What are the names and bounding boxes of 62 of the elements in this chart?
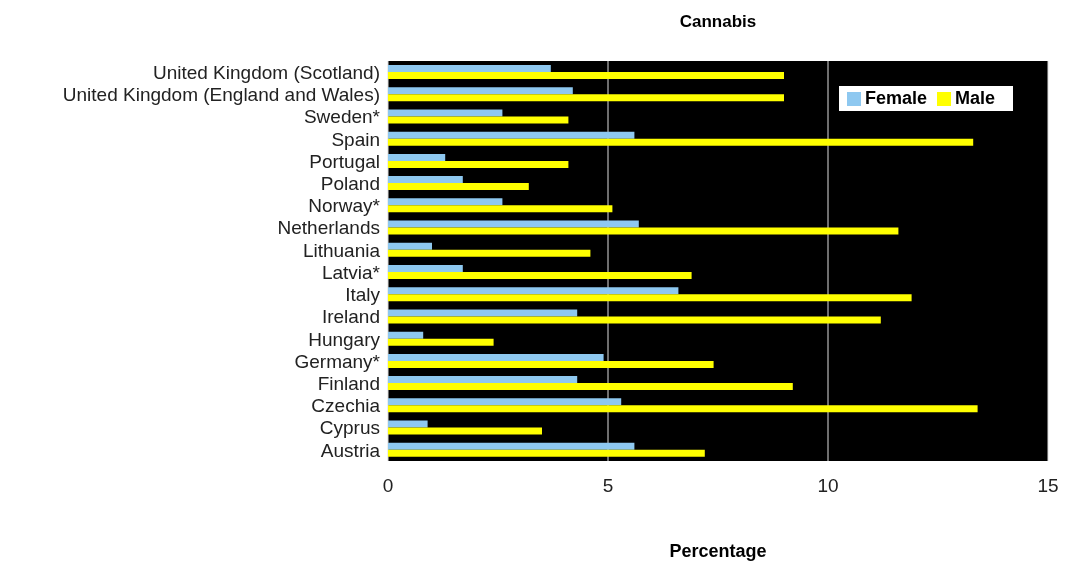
bar	[388, 360, 714, 368]
bar	[388, 405, 978, 413]
bar	[388, 131, 635, 139]
y-tick-label: Portugal	[309, 150, 380, 172]
chart-title: Cannabis	[678, 12, 758, 32]
bar	[388, 94, 784, 102]
bar	[388, 183, 529, 191]
legend-label: Female	[864, 88, 927, 108]
y-tick-label: Cyprus	[319, 417, 380, 439]
y-tick-label: Norway*	[308, 195, 381, 217]
bar	[388, 420, 428, 428]
bar	[388, 449, 705, 457]
y-tick-label: Czechia	[311, 395, 381, 417]
x-axis-title: Percentage	[668, 541, 768, 562]
x-tick-label: 0	[382, 475, 394, 497]
y-tick-label: Spain	[331, 128, 380, 150]
legend-label: Male	[954, 88, 995, 108]
y-tick-label: Austria	[320, 439, 381, 461]
bar	[388, 205, 613, 213]
bar	[388, 338, 494, 346]
y-tick-label: Netherlands	[277, 217, 380, 239]
bar	[388, 109, 503, 117]
bar	[388, 138, 974, 146]
bar	[388, 227, 899, 235]
bar	[388, 198, 503, 206]
bar	[388, 65, 551, 72]
bar	[388, 287, 679, 295]
bar	[388, 265, 463, 272]
y-tick-label: United Kingdom (Scotland)	[152, 61, 380, 83]
y-tick-label: Germany*	[294, 350, 381, 372]
bar	[388, 309, 578, 317]
bar	[388, 242, 432, 250]
bar	[388, 294, 912, 302]
y-tick-label: Latvia*	[321, 261, 381, 283]
bar	[388, 331, 424, 339]
y-tick-label: Sweden*	[303, 106, 381, 128]
bar	[388, 153, 446, 161]
bar	[388, 176, 463, 184]
bar	[388, 383, 793, 391]
y-tick-label: Poland	[320, 172, 380, 194]
y-tick-label: Finland	[317, 372, 380, 394]
y-tick-label: Italy	[345, 284, 381, 306]
y-tick-label: Ireland	[321, 306, 380, 328]
bar	[388, 427, 542, 435]
x-tick-label: 15	[1037, 475, 1059, 497]
bar	[388, 160, 569, 168]
bar	[388, 87, 573, 95]
y-tick-label: Lithuania	[302, 239, 381, 261]
bar	[388, 72, 784, 79]
bar	[388, 316, 881, 324]
bar	[388, 116, 569, 124]
bar	[388, 353, 604, 361]
bar	[388, 442, 635, 450]
bar	[388, 220, 639, 228]
y-tick-label: United Kingdom (England and Wales)	[62, 84, 380, 106]
bar	[388, 249, 591, 257]
x-tick-label: 10	[817, 475, 839, 497]
bar	[388, 398, 622, 406]
bar	[388, 272, 692, 279]
bar	[388, 376, 578, 384]
y-tick-label: Hungary	[308, 328, 381, 350]
x-tick-label: 5	[602, 475, 614, 497]
